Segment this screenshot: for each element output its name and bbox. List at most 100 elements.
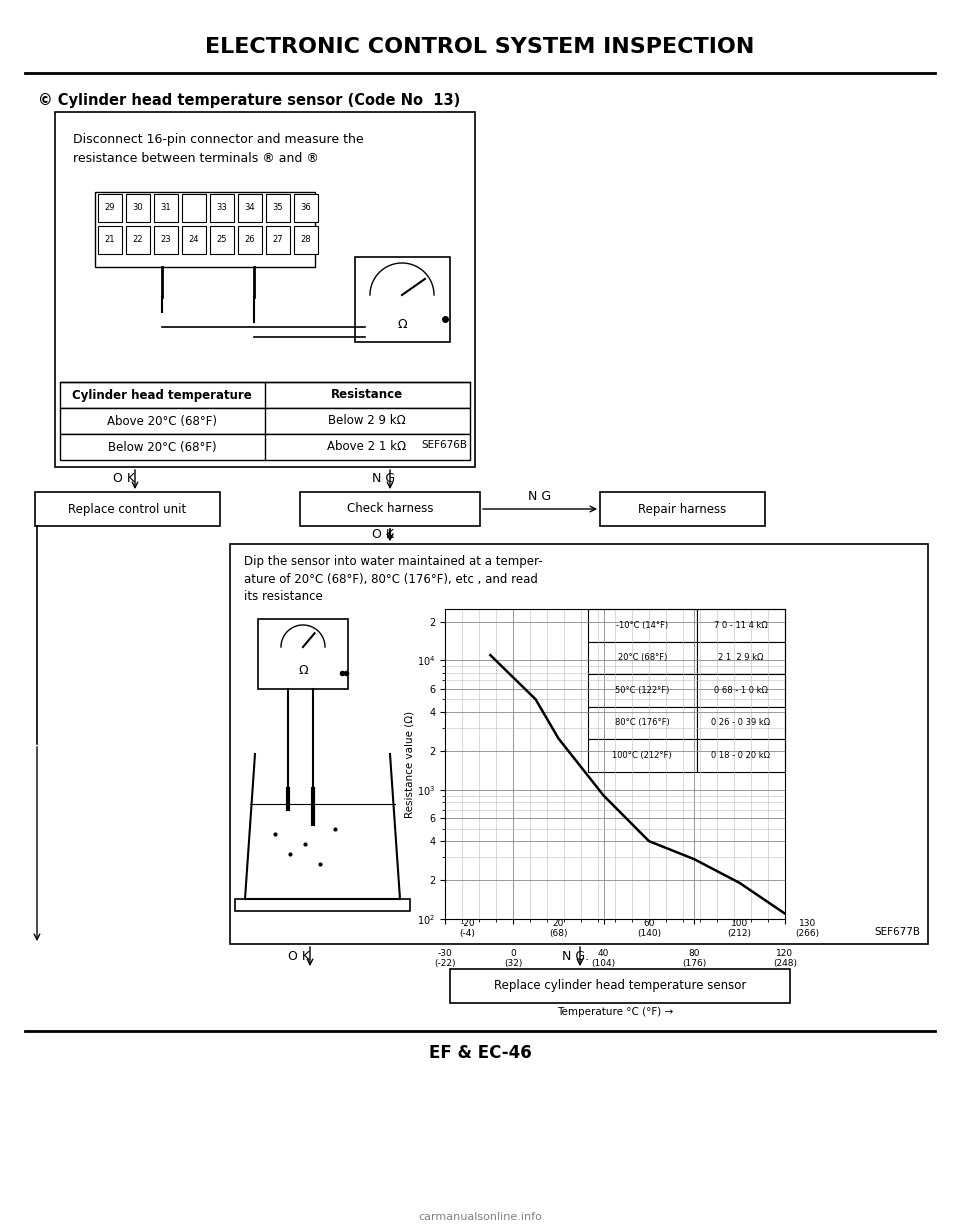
Bar: [588, 739, 697, 771]
Bar: [588, 707, 697, 739]
Bar: [266, 193, 290, 222]
Text: 35: 35: [273, 203, 283, 212]
Bar: [60, 408, 470, 434]
Bar: [588, 642, 697, 674]
Text: Below 2 9 kΩ: Below 2 9 kΩ: [328, 414, 406, 428]
Bar: [60, 434, 470, 460]
Bar: [126, 225, 150, 254]
Bar: [600, 492, 765, 526]
Bar: [300, 492, 480, 526]
Bar: [210, 193, 234, 222]
Text: 36: 36: [300, 203, 311, 212]
Bar: [182, 193, 206, 222]
Text: Above 20°C (68°F): Above 20°C (68°F): [107, 414, 217, 428]
Text: N G: N G: [528, 490, 552, 504]
Text: ature of 20°C (68°F), 80°C (176°F), etc , and read: ature of 20°C (68°F), 80°C (176°F), etc …: [244, 573, 538, 585]
Text: 60
(140): 60 (140): [636, 919, 661, 939]
Text: 33: 33: [217, 203, 228, 212]
Text: N G.: N G.: [562, 950, 589, 962]
Bar: [154, 193, 178, 222]
Text: 130
(266): 130 (266): [796, 919, 820, 939]
Bar: [98, 225, 122, 254]
Text: 20°C (68°F): 20°C (68°F): [617, 653, 667, 663]
Text: N G: N G: [372, 473, 396, 485]
Text: Repair harness: Repair harness: [637, 503, 726, 515]
Text: ELECTRONIC CONTROL SYSTEM INSPECTION: ELECTRONIC CONTROL SYSTEM INSPECTION: [205, 37, 755, 57]
Text: O K: O K: [113, 473, 135, 485]
Text: 20
(68): 20 (68): [549, 919, 567, 939]
Bar: [235, 899, 410, 910]
Text: © Cylinder head temperature sensor (Code No  13): © Cylinder head temperature sensor (Code…: [38, 92, 460, 107]
Text: 7 0 - 11 4 kΩ: 7 0 - 11 4 kΩ: [714, 621, 768, 630]
Bar: [258, 618, 348, 689]
Bar: [55, 112, 475, 467]
Text: Dip the sensor into water maintained at a temper-: Dip the sensor into water maintained at …: [244, 556, 542, 568]
Y-axis label: Resistance value (Ω): Resistance value (Ω): [404, 711, 414, 818]
Text: -20
(-4): -20 (-4): [460, 919, 475, 939]
Bar: [35, 492, 220, 526]
Bar: [182, 225, 206, 254]
Bar: [294, 193, 318, 222]
Bar: [230, 545, 928, 944]
Text: 34: 34: [245, 203, 255, 212]
Text: Replace cylinder head temperature sensor: Replace cylinder head temperature sensor: [493, 979, 746, 993]
Bar: [697, 739, 785, 771]
Text: 100
(212): 100 (212): [728, 919, 752, 939]
Text: Disconnect 16-pin connector and measure the: Disconnect 16-pin connector and measure …: [73, 133, 364, 147]
Text: 22: 22: [132, 235, 143, 244]
Text: 23: 23: [160, 235, 171, 244]
Bar: [450, 970, 790, 1003]
Bar: [95, 192, 315, 267]
Text: 0 18 - 0 20 kΩ: 0 18 - 0 20 kΩ: [711, 752, 770, 760]
X-axis label: Temperature °C (°F) →: Temperature °C (°F) →: [557, 1007, 673, 1018]
Text: 50°C (122°F): 50°C (122°F): [615, 686, 669, 695]
Bar: [98, 193, 122, 222]
Text: 29: 29: [105, 203, 115, 212]
Bar: [238, 193, 262, 222]
Bar: [266, 225, 290, 254]
Bar: [697, 674, 785, 707]
Text: O K: O K: [288, 950, 310, 962]
Text: carmanualsonline.info: carmanualsonline.info: [418, 1212, 542, 1222]
Bar: [588, 674, 697, 707]
Text: 25: 25: [217, 235, 228, 244]
Text: 100°C (212°F): 100°C (212°F): [612, 752, 672, 760]
Text: -10°C (14°F): -10°C (14°F): [616, 621, 668, 630]
Text: SEF677B: SEF677B: [874, 926, 920, 938]
Bar: [355, 257, 450, 342]
Text: 28: 28: [300, 235, 311, 244]
Text: 27: 27: [273, 235, 283, 244]
Bar: [697, 707, 785, 739]
Text: 0 26 - 0 39 kΩ: 0 26 - 0 39 kΩ: [711, 718, 770, 727]
Text: Ω: Ω: [299, 664, 308, 678]
Text: resistance between terminals ® and ®: resistance between terminals ® and ®: [73, 153, 319, 165]
Text: 2 1  2 9 kΩ: 2 1 2 9 kΩ: [718, 653, 763, 663]
Bar: [697, 609, 785, 642]
Text: 0 68 - 1 0 kΩ: 0 68 - 1 0 kΩ: [714, 686, 768, 695]
Bar: [210, 225, 234, 254]
Text: O K: O K: [372, 529, 394, 542]
Text: Cylinder head temperature: Cylinder head temperature: [72, 388, 252, 402]
Text: SEF676B: SEF676B: [421, 440, 467, 450]
Bar: [294, 225, 318, 254]
Text: 24: 24: [189, 235, 200, 244]
Text: 21: 21: [105, 235, 115, 244]
Text: Replace control unit: Replace control unit: [68, 503, 186, 515]
Bar: [126, 193, 150, 222]
Text: EF & EC-46: EF & EC-46: [428, 1044, 532, 1062]
Text: Ω: Ω: [397, 319, 407, 331]
Text: Check harness: Check harness: [347, 503, 433, 515]
Text: 26: 26: [245, 235, 255, 244]
Text: 30: 30: [132, 203, 143, 212]
Bar: [697, 642, 785, 674]
Bar: [588, 609, 697, 642]
Bar: [60, 382, 470, 408]
Text: 31: 31: [160, 203, 171, 212]
Text: Below 20°C (68°F): Below 20°C (68°F): [108, 441, 216, 453]
Bar: [238, 225, 262, 254]
Text: Resistance: Resistance: [331, 388, 403, 402]
Text: its resistance: its resistance: [244, 589, 323, 602]
Text: Above 2 1 kΩ: Above 2 1 kΩ: [327, 441, 407, 453]
Bar: [154, 225, 178, 254]
Text: 80°C (176°F): 80°C (176°F): [614, 718, 669, 727]
